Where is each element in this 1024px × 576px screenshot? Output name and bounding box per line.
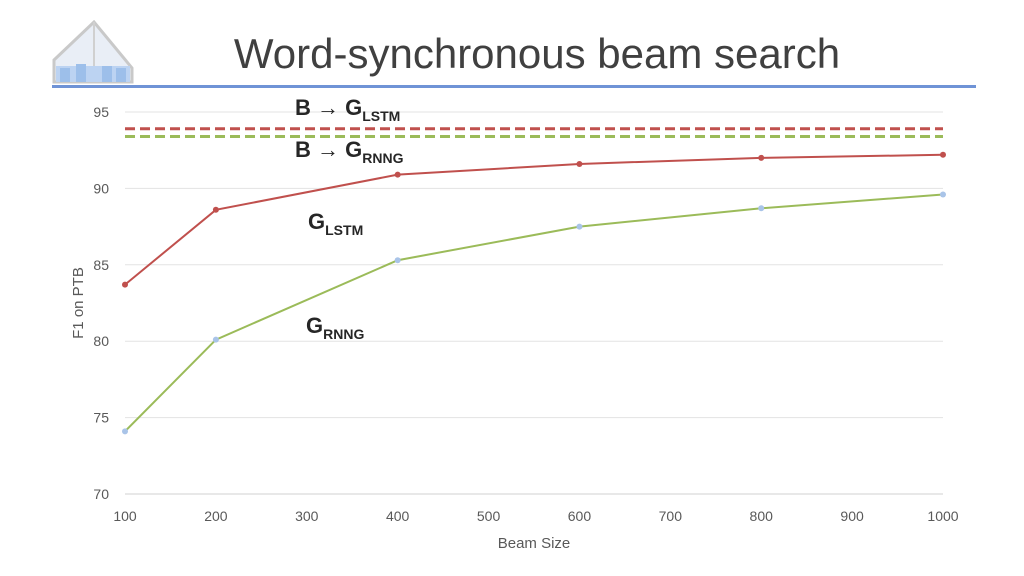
data-point xyxy=(576,223,583,230)
logo-icon xyxy=(52,20,134,84)
series-line xyxy=(124,153,944,286)
annotation-g-lstm: GLSTM xyxy=(308,209,363,238)
data-point xyxy=(394,171,401,178)
x-tick-label: 100 xyxy=(113,508,137,524)
annotation-b-to-g-lstm: B → GLSTM xyxy=(295,95,400,124)
data-point xyxy=(122,281,128,288)
x-tick-label: 300 xyxy=(295,508,319,524)
x-tick-label: 200 xyxy=(204,508,228,524)
data-point xyxy=(940,151,946,158)
y-tick-label: 85 xyxy=(93,257,109,273)
x-tick-label: 900 xyxy=(840,508,864,524)
data-point xyxy=(212,336,219,343)
data-point xyxy=(122,428,128,435)
x-tick-label: 800 xyxy=(750,508,774,524)
data-point xyxy=(212,206,219,213)
y-tick-label: 75 xyxy=(93,410,109,426)
data-point xyxy=(576,160,583,167)
x-axis-title: Beam Size xyxy=(498,535,571,552)
data-point xyxy=(758,205,765,212)
data-point xyxy=(758,154,765,161)
y-tick-label: 90 xyxy=(93,180,109,196)
y-tick-label: 95 xyxy=(93,104,109,120)
x-tick-label: 700 xyxy=(659,508,683,524)
y-tick-label: 80 xyxy=(93,333,109,349)
y-tick-label: 70 xyxy=(93,486,109,502)
data-point xyxy=(394,257,401,264)
slide-title: Word-synchronous beam search xyxy=(233,30,841,77)
x-tick-label: 1000 xyxy=(927,508,958,524)
x-tick-label: 500 xyxy=(477,508,501,524)
series-line xyxy=(124,193,944,433)
data-point xyxy=(940,191,946,198)
y-axis-title: F1 on PTB xyxy=(70,267,87,339)
annotation-g-rnng: GRNNG xyxy=(306,313,364,342)
x-tick-label: 400 xyxy=(386,508,410,524)
annotation-b-to-g-rnng: B → GRNNG xyxy=(295,137,404,166)
title-divider xyxy=(52,85,976,88)
x-tick-label: 600 xyxy=(568,508,592,524)
